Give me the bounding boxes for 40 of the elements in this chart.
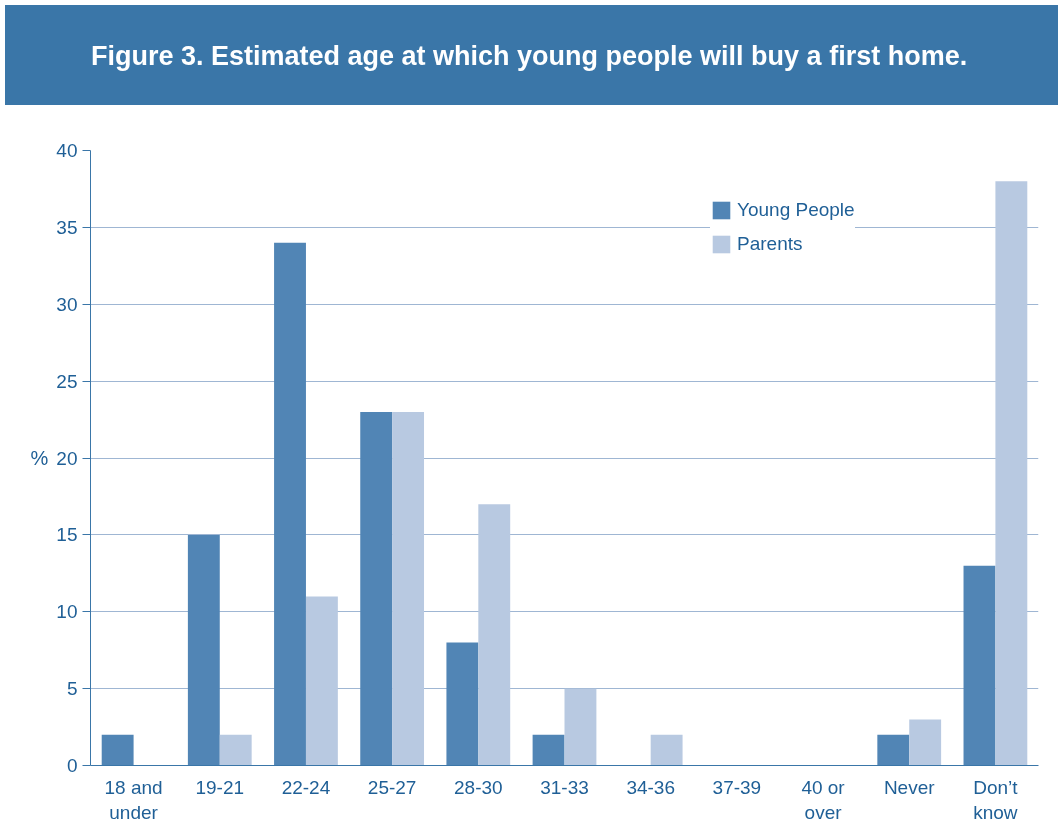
x-tick-label: 37-39 [712,776,762,798]
bar [392,411,425,766]
x-tick-label: 31-33 [540,776,589,798]
x-tick-label: 25-27 [367,776,417,798]
x-tick-label: 19-21 [195,776,245,798]
x-tick-label: Never [883,776,936,798]
y-tick-label: 5 [66,678,78,700]
x-tick-label: 18 and under [104,776,163,823]
y-tick-label: 15 [56,524,78,546]
x-tick-label: Don’t know [973,776,1019,823]
y-tick-label: 25 [56,370,78,392]
y-tick-label: 20 [56,447,78,469]
bar [219,734,252,766]
y-tick-label: 0 [66,755,78,776]
bar [446,642,479,766]
x-tick-label: 28-30 [454,776,503,798]
bar [564,688,597,766]
bar [478,504,511,766]
bar [187,534,220,766]
bar [963,565,996,766]
bar [360,411,393,766]
y-tick-label: 30 [56,293,78,315]
bar [101,734,134,766]
bar [995,181,1028,766]
legend-label: Parents [737,233,803,255]
bar [305,596,338,766]
y-tick-label: 10 [56,601,78,623]
bar [877,734,910,766]
legend-label: Young People [737,199,855,221]
x-tick-label: 22-24 [281,776,331,798]
chart-title: Figure 3. Estimated age at which young people will buy a first home. [91,40,968,73]
x-tick-label: 40 or over [801,776,846,823]
bar [650,734,683,766]
x-tick-label: 34-36 [626,776,675,798]
bar [532,734,565,766]
bar [274,242,306,766]
y-axis-title: % [30,447,49,469]
y-tick-label: 35 [56,216,78,238]
bar [909,719,942,766]
y-tick-label: 40 [56,140,78,161]
